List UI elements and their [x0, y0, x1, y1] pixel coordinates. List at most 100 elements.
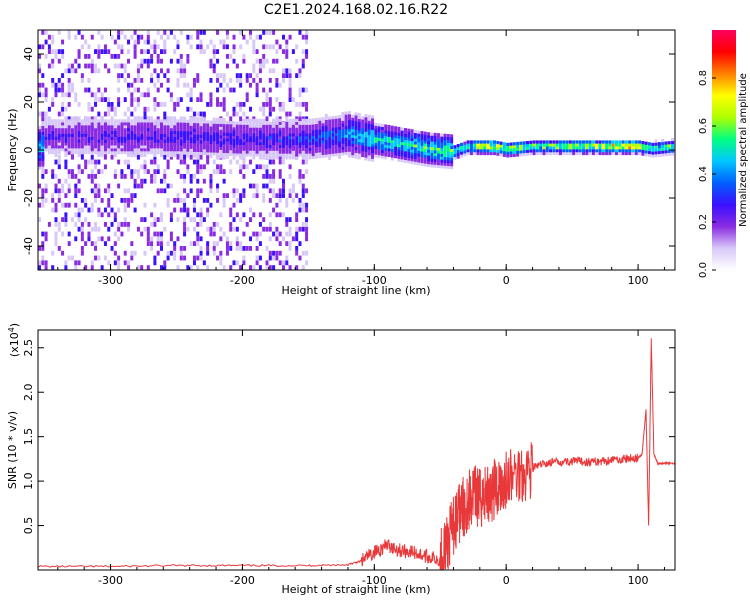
spectrogram-cell — [189, 139, 193, 144]
spectrogram-cell — [252, 121, 256, 125]
spectrogram-cell — [153, 122, 157, 126]
spectrogram-cell — [258, 78, 262, 83]
spectrogram-cell — [314, 149, 318, 153]
spectrogram-cell — [225, 144, 229, 148]
spectrogram-cell — [440, 156, 444, 160]
spectrogram-cell — [159, 102, 163, 107]
spectrogram-cell — [631, 140, 635, 144]
spectrogram-cell — [314, 155, 318, 159]
spectrogram-cell — [77, 49, 81, 54]
spectrogram-cell — [216, 188, 220, 194]
spectrogram-cell — [44, 142, 48, 146]
spectrogram-cell — [176, 265, 180, 270]
spectrogram-cell — [446, 162, 450, 167]
spectrogram-cell — [578, 140, 582, 144]
spectrogram-cell — [84, 127, 88, 132]
spectrogram-cell — [384, 138, 388, 143]
spectrogram-cell — [199, 140, 203, 144]
spectrogram-cell — [64, 122, 68, 126]
spectrogram-cell — [311, 132, 315, 136]
spectrogram-cell — [159, 150, 163, 155]
spectrogram-cell — [94, 164, 98, 170]
spectrogram-cell — [94, 119, 98, 123]
spectrogram-cell — [446, 151, 450, 155]
spectrogram-cell — [87, 102, 91, 107]
spectrogram-cell — [41, 92, 45, 98]
spectrogram-cell — [410, 158, 414, 162]
spectrogram-cell — [186, 39, 190, 45]
spectrogram-cell — [110, 222, 114, 227]
spectrogram-cell — [219, 155, 223, 159]
spectrogram-cell — [120, 122, 124, 126]
spectrogram-cell — [410, 155, 414, 159]
spectrogram-cell — [153, 178, 157, 184]
spectrogram-cell — [232, 44, 236, 50]
spectrogram-cell — [275, 127, 279, 131]
spectrogram-cell — [120, 44, 124, 50]
spectrogram-cell — [219, 39, 223, 45]
spectrogram-cell — [314, 146, 318, 150]
spectrogram-cell — [262, 136, 266, 140]
spectrogram-cell — [229, 241, 233, 246]
spectrogram-cell — [232, 121, 236, 125]
spectrogram-cell — [159, 68, 163, 74]
spectrogram-cell — [54, 130, 58, 134]
spectrogram-cell — [150, 130, 154, 134]
spectrogram-cell — [245, 164, 249, 170]
spectrogram-cell — [390, 125, 394, 129]
spectrogram-cell — [371, 158, 375, 162]
spectrogram-cell — [265, 260, 269, 266]
spectrogram-cell — [107, 130, 111, 134]
spectrogram-cell — [127, 153, 131, 158]
spectrogram-cell — [47, 63, 51, 69]
spectrogram-cell — [44, 265, 48, 270]
spectrogram-cell — [298, 121, 302, 125]
spectrogram-cell — [84, 63, 88, 69]
spectrogram-cell — [130, 198, 134, 203]
spectrogram-cell — [143, 49, 147, 54]
spectrogram-cell — [258, 153, 262, 157]
spectrogram-cell — [549, 140, 553, 144]
spectrogram-cell — [341, 123, 345, 127]
spectrogram-cell — [305, 231, 309, 237]
spectrogram-cell — [186, 154, 190, 158]
spectrogram-cell — [61, 125, 65, 129]
spectrogram-cell — [341, 137, 345, 142]
spectrogram-cell — [324, 142, 328, 146]
spectrogram-cell — [394, 132, 398, 136]
spectrogram-cell — [120, 222, 124, 227]
spectrogram-cell — [384, 156, 388, 160]
spectrogram-cell — [239, 133, 243, 137]
spectrogram-cell — [258, 150, 262, 154]
spectrogram-cell — [67, 127, 71, 132]
spectrogram-cell — [295, 246, 299, 251]
spectrogram-cell — [219, 138, 223, 142]
spectrogram-cell — [219, 102, 223, 107]
spectrogram-cell — [288, 217, 292, 222]
spectrogram-cell — [192, 151, 196, 155]
spectrogram-cell — [199, 188, 203, 194]
spectrogram-cell — [285, 150, 289, 154]
spectrogram-cell — [219, 123, 223, 127]
spectrogram-cell — [549, 151, 553, 156]
spectrogram-cell — [202, 111, 206, 117]
spectrogram-cell — [54, 231, 58, 237]
spectrogram-cell — [436, 144, 440, 148]
spectrogram-cell — [67, 188, 71, 194]
spectrogram-cell — [90, 148, 94, 152]
spectrogram-cell — [516, 144, 520, 148]
spectrogram-cell — [301, 188, 305, 194]
spectrogram-cell — [539, 143, 543, 147]
spectrogram-cell — [169, 153, 173, 158]
spectrogram-cell — [140, 78, 144, 83]
spectrogram-cell — [305, 87, 309, 93]
spectrogram-cell — [130, 250, 134, 256]
spectrogram-cell — [390, 145, 394, 149]
spectrogram-cell — [219, 212, 223, 218]
spectrogram-cell — [77, 133, 81, 137]
spectrogram-cell — [143, 136, 147, 140]
spectrogram-cell — [265, 226, 269, 232]
spectrogram-cell — [64, 148, 68, 152]
spectrogram-cell — [400, 141, 404, 146]
spectrogram-cell — [301, 147, 305, 151]
